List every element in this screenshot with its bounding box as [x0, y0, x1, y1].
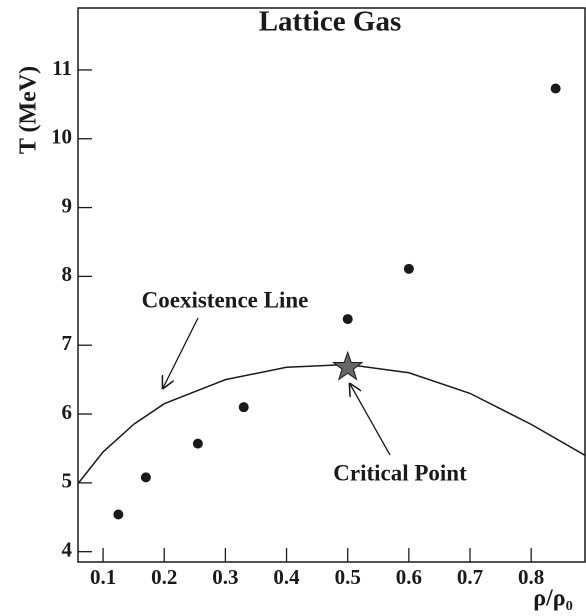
data-point [342, 314, 353, 325]
data-point [113, 509, 124, 520]
x-tick-label: 0.3 [212, 565, 238, 589]
data-point [403, 263, 414, 274]
critical-point-label: Critical Point [333, 460, 467, 485]
y-axis-label: T (MeV) [16, 66, 42, 154]
y-tick-label: 5 [62, 469, 73, 493]
arrow [350, 384, 391, 456]
x-tick-label: 0.2 [151, 565, 177, 589]
plot-frame [77, 7, 586, 563]
x-tick-label: 0.5 [335, 565, 361, 589]
y-tick-label: 7 [62, 331, 73, 355]
x-tick-label: 0.6 [396, 565, 422, 589]
y-tick-label: 8 [62, 262, 73, 286]
y-tick-label: 9 [62, 193, 73, 217]
curve-label: Coexistence Line [142, 287, 309, 312]
chart-title: Lattice Gas [259, 6, 402, 38]
arrow [163, 317, 199, 388]
x-tick-label: 0.4 [273, 565, 300, 589]
x-tick-label: 0.8 [518, 565, 544, 589]
x-tick-label: 0.7 [457, 565, 483, 589]
x-tick-label: 0.1 [90, 565, 116, 589]
x-axis-label: ρ/ρ₀ [533, 586, 573, 612]
y-tick-label: 6 [62, 400, 73, 424]
data-point [238, 402, 249, 413]
data-point [140, 472, 151, 483]
critical-point [331, 350, 364, 381]
y-tick-label: 11 [52, 56, 72, 80]
y-tick-label: 4 [62, 537, 73, 561]
y-tick-label: 10 [51, 125, 72, 149]
data-point [550, 83, 561, 94]
data-point [192, 438, 203, 449]
coexistence-curve [78, 363, 586, 484]
